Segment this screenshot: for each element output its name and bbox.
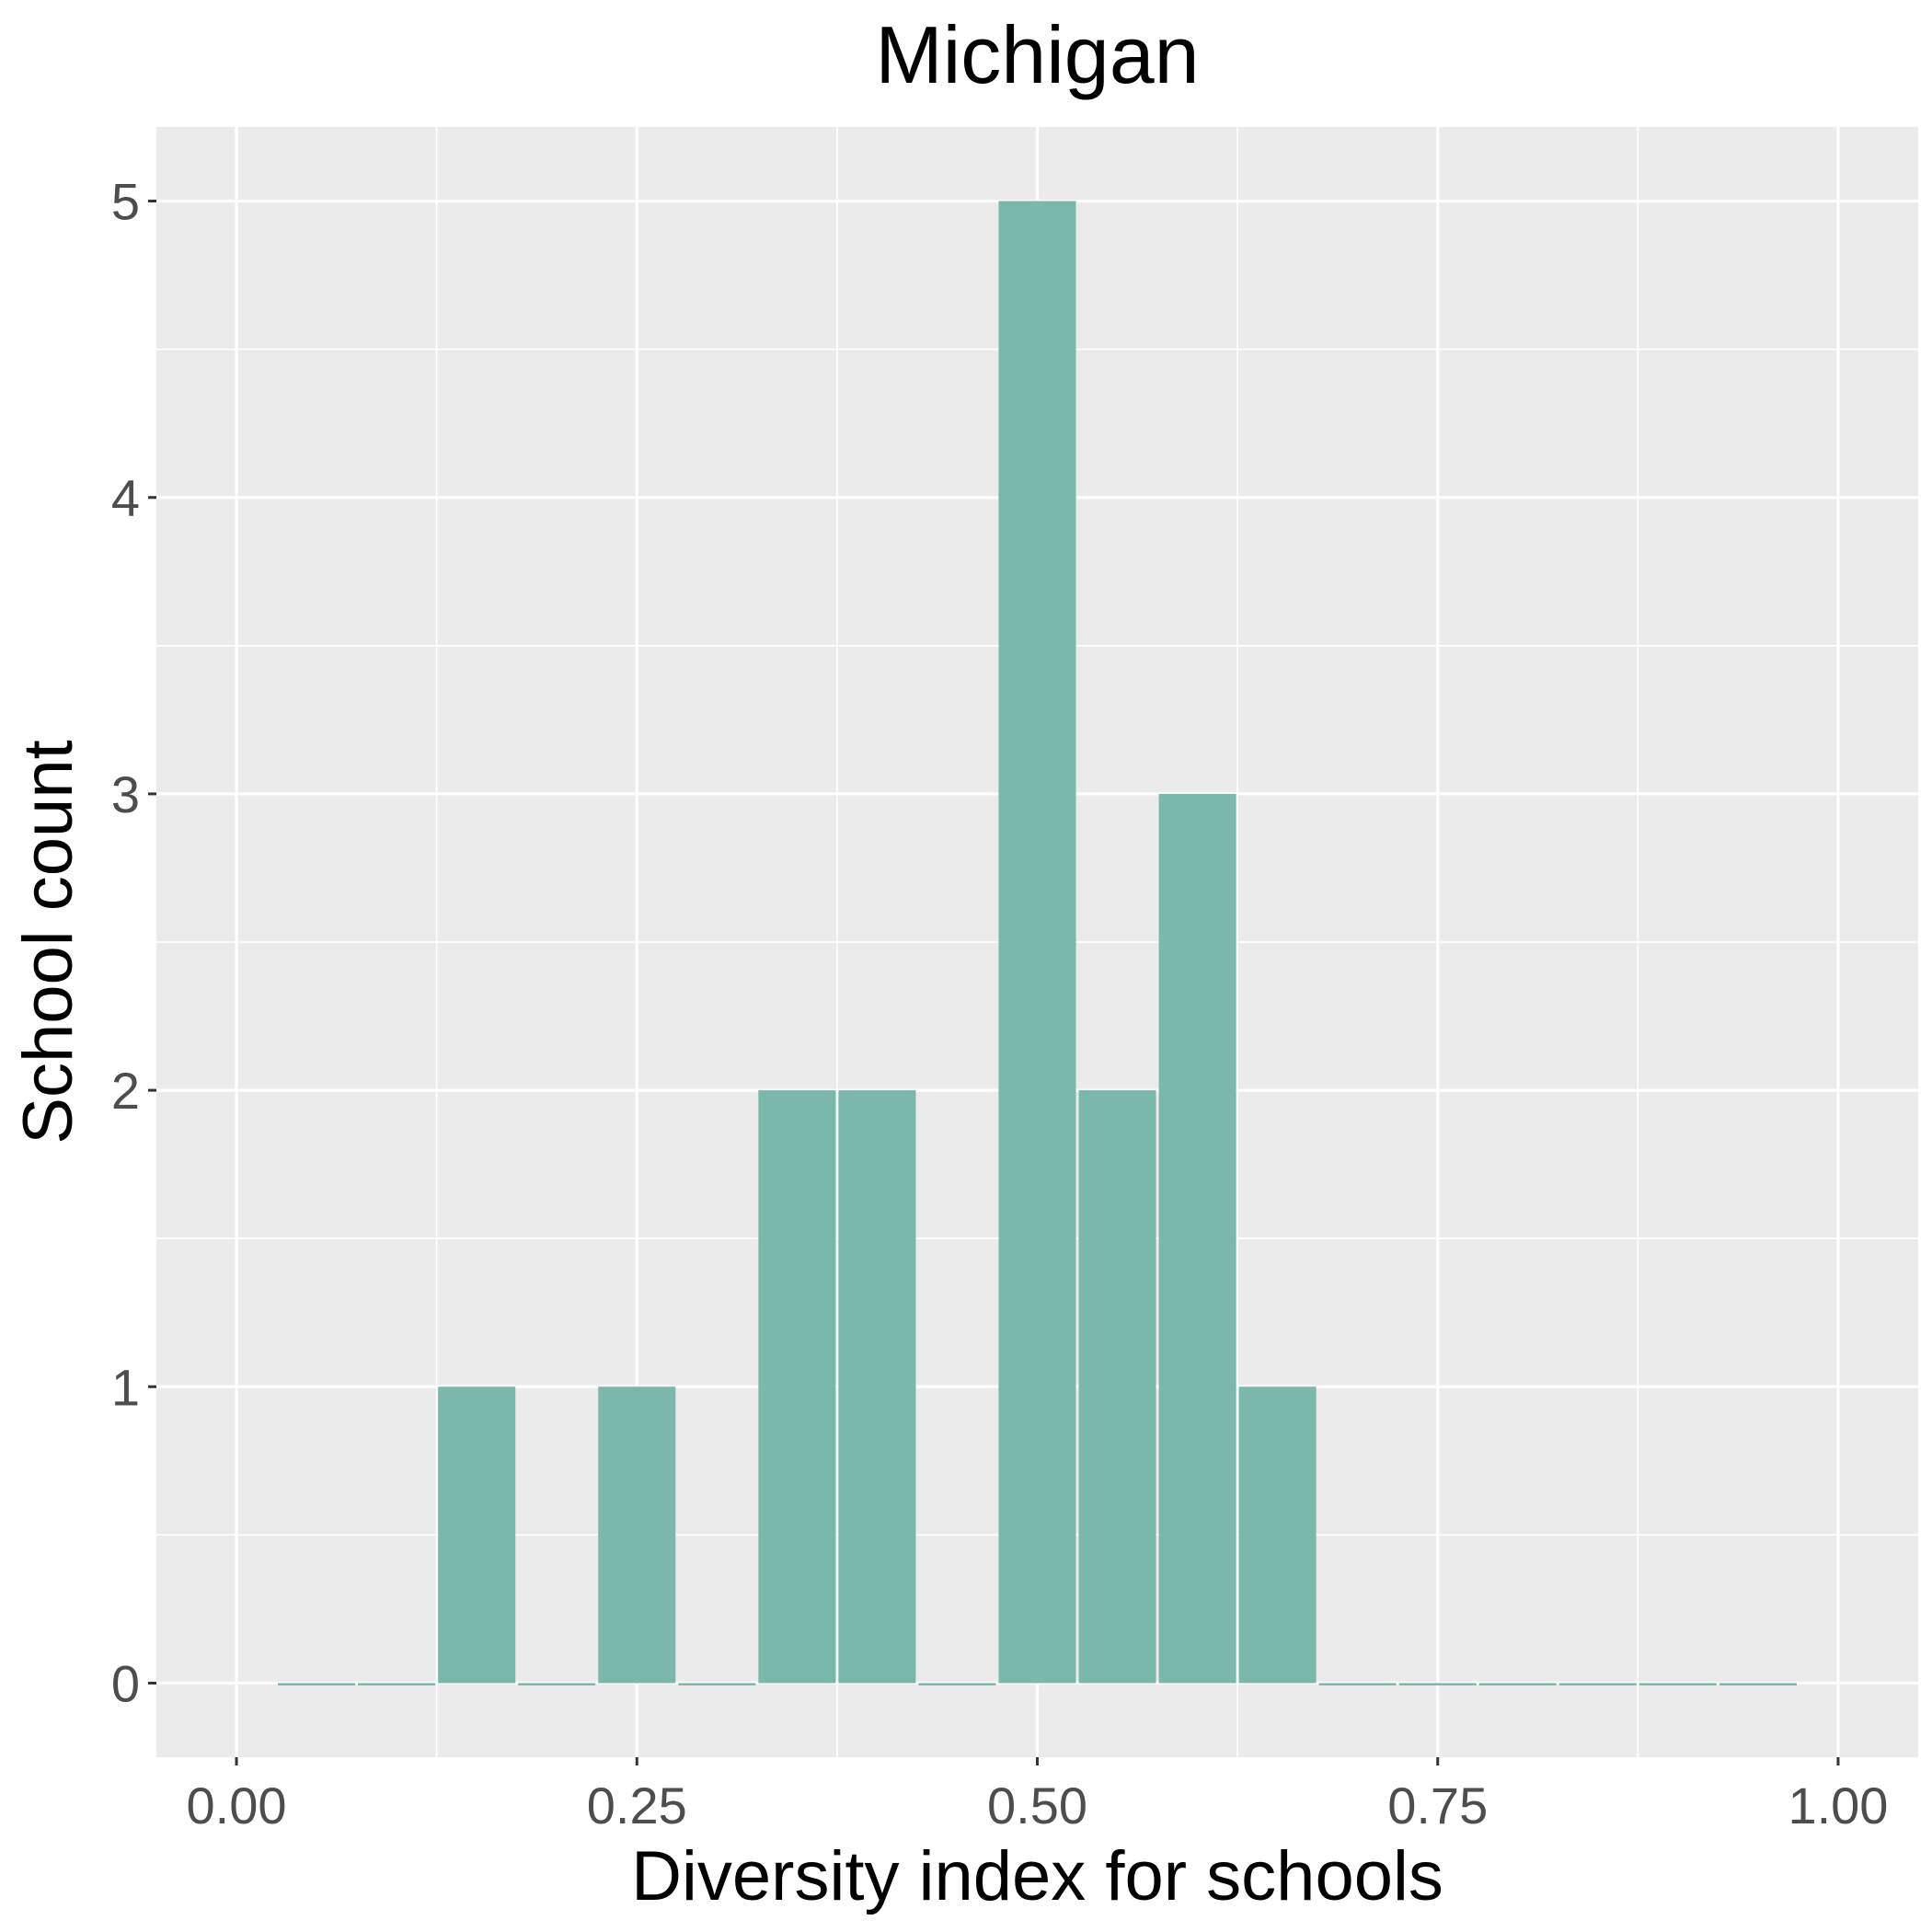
histogram-bar [1558, 1683, 1637, 1685]
y-tick-label: 4 [111, 469, 140, 527]
histogram-bar [838, 1090, 916, 1684]
histogram-bar [1639, 1683, 1717, 1685]
y-tick-label: 1 [111, 1358, 140, 1416]
y-tick-label: 0 [111, 1654, 140, 1712]
histogram-bar [1318, 1683, 1397, 1685]
y-tick-label: 3 [111, 765, 140, 823]
histogram-bar [918, 1683, 996, 1685]
histogram-bar [358, 1683, 436, 1685]
y-axis-label: School count [9, 740, 87, 1144]
histogram-bar [758, 1090, 836, 1684]
histogram-bar [438, 1386, 516, 1684]
histogram-bar [1238, 1386, 1317, 1684]
histogram-bar [1078, 1090, 1156, 1684]
histogram-bar [1719, 1683, 1797, 1685]
histogram-bar [998, 201, 1076, 1684]
x-tick-label: 0.25 [587, 1777, 687, 1834]
x-tick-label: 0.00 [187, 1777, 287, 1834]
x-tick-label: 0.75 [1387, 1777, 1488, 1834]
histogram-bars [278, 201, 1797, 1685]
histogram-bar [1158, 793, 1236, 1684]
x-tick-label: 0.50 [987, 1777, 1087, 1834]
x-axis: 0.00 0.25 0.50 0.75 1.00 [187, 1757, 1888, 1834]
histogram-bar [1478, 1683, 1557, 1685]
histogram-bar [598, 1386, 676, 1684]
chart-title: Michigan [875, 9, 1199, 100]
y-tick-label: 2 [111, 1062, 140, 1120]
y-axis: 0 1 2 3 4 5 [111, 173, 156, 1712]
histogram-bar [1398, 1683, 1477, 1685]
histogram-bar [678, 1683, 756, 1685]
x-tick-label: 1.00 [1788, 1777, 1888, 1834]
x-axis-label: Diversity index for schools [631, 1837, 1443, 1915]
histogram-bar [278, 1683, 356, 1685]
histogram-bar [518, 1683, 596, 1685]
y-tick-label: 5 [111, 173, 140, 231]
